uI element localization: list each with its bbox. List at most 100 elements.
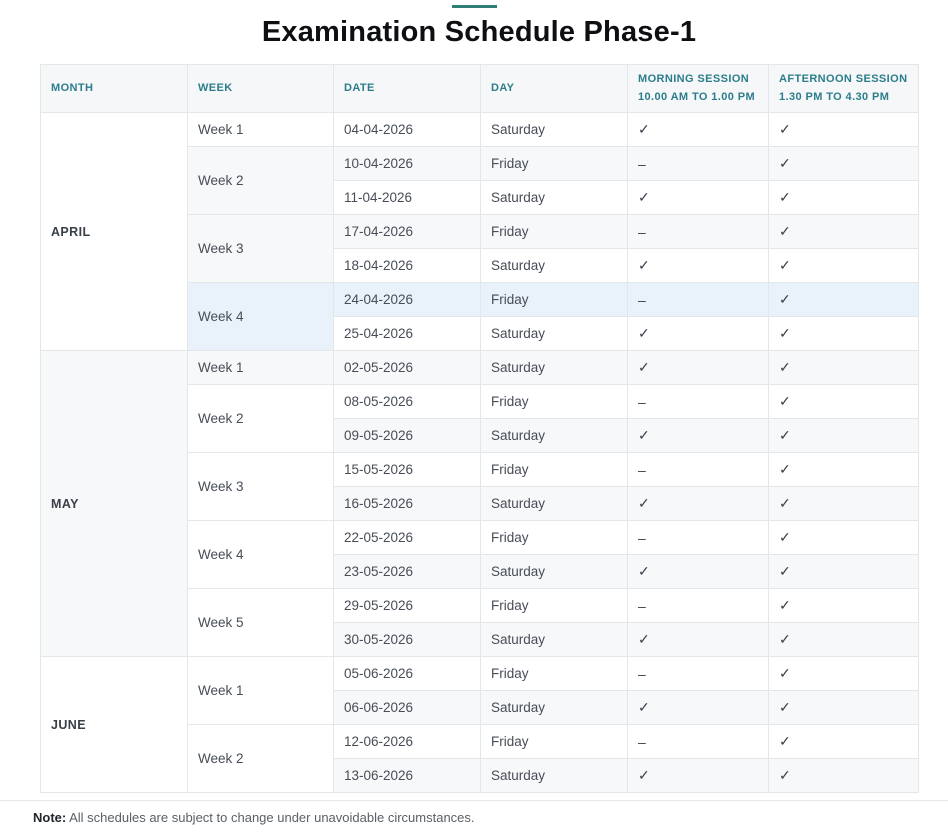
date-cell: 13-06-2026 [333, 758, 481, 793]
date-cell: 06-06-2026 [333, 690, 481, 725]
afternoon-cell: ✓ [768, 588, 919, 623]
table-row: Week 5 29-05-2026 Friday – ✓ [41, 588, 919, 657]
afternoon-cell: ✓ [768, 452, 919, 487]
schedule-table-container: MONTH WEEK DATE DAY MORNING SESSION 10.00… [40, 64, 919, 793]
afternoon-cell: ✓ [768, 282, 919, 317]
day-cell: Friday [480, 588, 628, 623]
morning-cell: ✓ [627, 180, 769, 215]
note-label: Note: [33, 810, 67, 825]
table-row: Week 3 15-05-2026 Friday – ✓ [41, 452, 919, 521]
week-cell: Week 3 [187, 452, 334, 521]
page-title: Examination Schedule Phase-1 [261, 16, 697, 48]
table-row: 13-06-2026 Saturday ✓ ✓ [41, 758, 919, 793]
afternoon-cell: ✓ [768, 180, 919, 215]
date-cell: 22-05-2026 [333, 520, 481, 555]
day-cell: Saturday [480, 112, 628, 147]
day-cell: Saturday [480, 690, 628, 725]
morning-cell: ✓ [627, 486, 769, 521]
day-cell: Friday [480, 214, 628, 249]
table-row: Week 3 17-04-2026 Friday – ✓ [41, 214, 919, 283]
afternoon-cell: ✓ [768, 316, 919, 351]
date-cell: 10-04-2026 [333, 146, 481, 181]
date-cell: 15-05-2026 [333, 452, 481, 487]
col-header-month: MONTH [40, 64, 188, 113]
day-cell: Saturday [480, 316, 628, 351]
day-cell: Saturday [480, 418, 628, 453]
week-cell: Week 4 [187, 520, 334, 589]
afternoon-cell: ✓ [768, 622, 919, 657]
table-row: MAY Week 1 02-05-2026 Saturday ✓ ✓ [40, 350, 919, 657]
table-row: 11-04-2026 Saturday ✓ ✓ [41, 180, 919, 215]
day-cell: Friday [480, 452, 628, 487]
week-cell: Week 2 [187, 724, 334, 793]
date-cell: 11-04-2026 [333, 180, 481, 215]
title-accent-line [451, 5, 497, 8]
date-cell: 24-04-2026 [333, 282, 481, 317]
morning-cell: – [627, 520, 769, 555]
morning-cell: ✓ [627, 690, 769, 725]
date-cell: 02-05-2026 [333, 350, 481, 385]
day-cell: Friday [480, 656, 628, 691]
schedule-body: APRIL Week 1 04-04-2026 Saturday ✓ ✓ Week 2 10-… [40, 112, 919, 793]
day-cell: Saturday [480, 758, 628, 793]
week-cell: Week 1 [187, 656, 334, 725]
week-cell: Week 2 [187, 384, 334, 453]
day-cell: Saturday [480, 554, 628, 589]
month-cell: APRIL [40, 112, 188, 351]
day-cell: Friday [480, 520, 628, 555]
day-cell: Saturday [480, 350, 628, 385]
table-row: APRIL Week 1 04-04-2026 Saturday ✓ ✓ [40, 112, 919, 351]
table-row: 16-05-2026 Saturday ✓ ✓ [41, 486, 919, 521]
morning-cell: – [627, 656, 769, 691]
afternoon-cell: ✓ [768, 690, 919, 725]
afternoon-cell: ✓ [768, 350, 919, 385]
table-row: 09-05-2026 Saturday ✓ ✓ [41, 418, 919, 453]
week-cell: Week 1 [187, 350, 334, 385]
morning-cell: ✓ [627, 622, 769, 657]
afternoon-cell: ✓ [768, 112, 919, 147]
table-row: Week 2 12-06-2026 Friday – ✓ [41, 724, 919, 793]
afternoon-cell: ✓ [768, 486, 919, 521]
morning-cell: – [627, 588, 769, 623]
table-row: JUNE Week 1 05-06-2026 Friday – ✓ [40, 656, 919, 793]
col-header-day: DAY [480, 64, 628, 113]
morning-cell: – [627, 724, 769, 759]
header-row: MONTH WEEK DATE DAY MORNING SESSION 10.00… [40, 64, 919, 113]
table-row: Week 2 08-05-2026 Friday – ✓ [41, 384, 919, 453]
day-cell: Saturday [480, 180, 628, 215]
date-cell: 30-05-2026 [333, 622, 481, 657]
morning-cell: – [627, 146, 769, 181]
week-cell: Week 1 [187, 112, 334, 147]
day-cell: Saturday [480, 622, 628, 657]
table-row: Week 4 24-04-2026 Friday – ✓ [41, 282, 919, 351]
table-row: Week 2 10-04-2026 Friday – ✓ [41, 146, 919, 215]
day-cell: Friday [480, 724, 628, 759]
date-cell: 05-06-2026 [333, 656, 481, 691]
afternoon-cell: ✓ [768, 248, 919, 283]
morning-cell: ✓ [627, 248, 769, 283]
week-cell: Week 5 [187, 588, 334, 657]
morning-cell: ✓ [627, 418, 769, 453]
col-header-week: WEEK [187, 64, 334, 113]
morning-cell: – [627, 282, 769, 317]
month-cell: JUNE [40, 656, 188, 793]
date-cell: 12-06-2026 [333, 724, 481, 759]
table-row: 06-06-2026 Saturday ✓ ✓ [41, 690, 919, 725]
day-cell: Friday [480, 146, 628, 181]
morning-cell: ✓ [627, 758, 769, 793]
date-cell: 25-04-2026 [333, 316, 481, 351]
date-cell: 04-04-2026 [333, 112, 481, 147]
afternoon-cell: ✓ [768, 214, 919, 249]
morning-cell: ✓ [627, 316, 769, 351]
week-cell: Week 2 [187, 146, 334, 215]
table-header: MONTH WEEK DATE DAY MORNING SESSION 10.00… [40, 64, 919, 113]
day-cell: Saturday [480, 248, 628, 283]
day-cell: Friday [480, 384, 628, 419]
note-bar: Note: All schedules are subject to chang… [0, 800, 948, 825]
day-cell: Saturday [480, 486, 628, 521]
morning-cell: ✓ [627, 350, 769, 385]
note-text: Note: All schedules are subject to chang… [33, 810, 475, 825]
table-row: 30-05-2026 Saturday ✓ ✓ [41, 622, 919, 657]
date-cell: 16-05-2026 [333, 486, 481, 521]
col-header-morning-session: MORNING SESSION 10.00 AM TO 1.00 PM [627, 64, 769, 113]
